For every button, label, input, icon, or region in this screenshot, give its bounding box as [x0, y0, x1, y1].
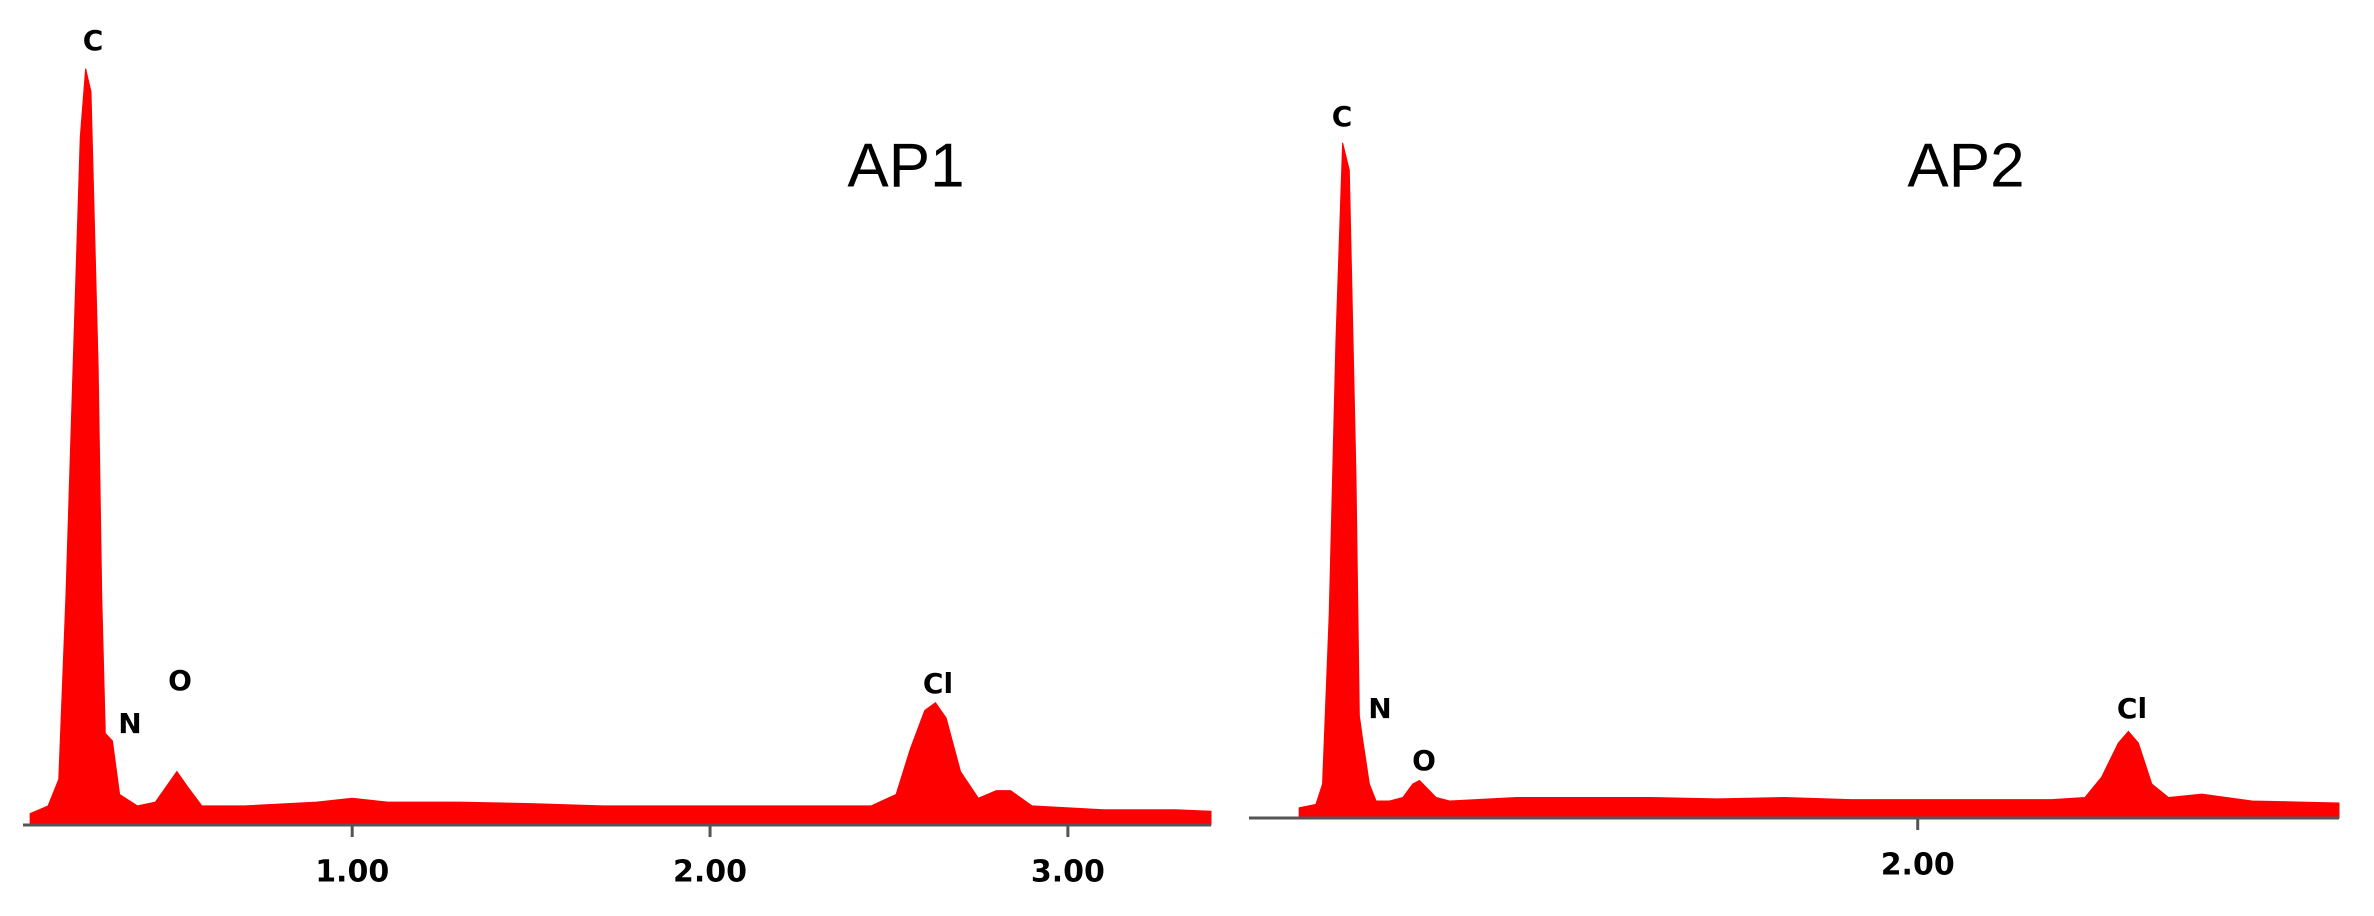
- x-tick-label: 2.00: [1881, 848, 1955, 883]
- x-tick-label: 2.00: [673, 855, 747, 890]
- peak-label: Cl: [923, 667, 953, 700]
- chart-title: AP1: [847, 131, 964, 200]
- spectrum-area: [1298, 142, 2340, 819]
- peak-label: Cl: [2117, 692, 2147, 725]
- peak-label: C: [83, 24, 104, 57]
- spectrum-area: [29, 68, 1212, 826]
- peak-label: N: [118, 707, 141, 740]
- x-tick-label: 1.00: [315, 855, 389, 890]
- peak-label: O: [1412, 744, 1436, 777]
- peak-label: N: [1368, 692, 1391, 725]
- peak-label: C: [1332, 100, 1353, 133]
- x-tick-label: 3.00: [1031, 855, 1105, 890]
- chart-title: AP2: [1907, 131, 2024, 200]
- peak-label: O: [168, 664, 192, 697]
